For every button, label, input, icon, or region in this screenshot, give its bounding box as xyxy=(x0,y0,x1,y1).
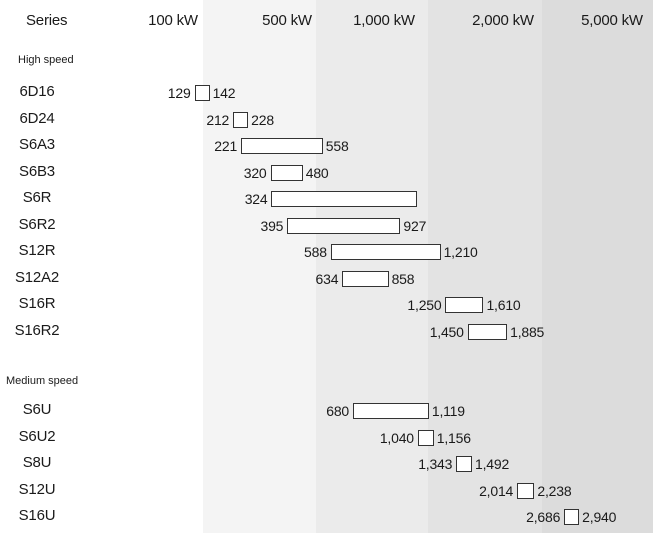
range-max-label: 558 xyxy=(325,138,349,154)
range-bar xyxy=(564,509,580,525)
range-min-label: 1,343 xyxy=(418,456,453,472)
range-max-label: 2,940 xyxy=(582,509,617,525)
group-label: Medium speed xyxy=(6,375,79,387)
series-name: S8U xyxy=(22,454,52,471)
range-min-label: 1,250 xyxy=(407,297,442,313)
range-min-label: 395 xyxy=(260,217,284,234)
range-max-label: 858 xyxy=(391,270,415,287)
scale-band xyxy=(428,0,542,533)
range-bar xyxy=(194,85,210,101)
range-bar xyxy=(270,164,303,181)
scale-band xyxy=(316,0,428,533)
range-min-label: 2,686 xyxy=(526,509,561,525)
range-max-label: 480 xyxy=(305,164,329,181)
range-bar xyxy=(330,244,441,260)
scale-band xyxy=(542,0,653,533)
range-min-label: 680 xyxy=(326,403,350,419)
scale-tick-label: 100 kW xyxy=(148,12,198,29)
series-name: S12A2 xyxy=(14,268,60,286)
range-bar xyxy=(456,456,473,472)
series-name: S6R2 xyxy=(18,215,56,233)
scale-tick-label: 2,000 kW xyxy=(472,12,534,29)
range-max-label: 1,492 xyxy=(475,456,510,472)
scale-tick-label: 5,000 kW xyxy=(581,12,643,29)
series-name: 6D24 xyxy=(19,109,55,127)
range-bar xyxy=(233,111,249,128)
series-name: S6A3 xyxy=(19,136,55,153)
range-max-label: 1,156 xyxy=(436,429,471,446)
scale-tick-label: 500 kW xyxy=(262,12,312,29)
series-name: 6D16 xyxy=(19,83,55,100)
series-name: S6U xyxy=(22,401,52,418)
series-name: S6B3 xyxy=(19,162,55,180)
scale-tick-label: 1,000 kW xyxy=(353,12,415,29)
range-bar xyxy=(517,482,535,499)
series-name: S16U xyxy=(18,507,56,524)
range-max-label: 1,610 xyxy=(486,297,521,313)
range-bar xyxy=(342,270,389,287)
range-min-label: 221 xyxy=(214,138,238,154)
range-bar xyxy=(445,297,484,313)
range-bar xyxy=(353,403,429,419)
range-bar xyxy=(241,138,323,154)
series-name: S12R xyxy=(18,242,56,259)
range-min-label: 2,014 xyxy=(479,482,514,499)
group-label: High speed xyxy=(18,54,74,66)
range-max-label: 1,885 xyxy=(510,323,545,340)
range-min-label: 324 xyxy=(244,191,268,207)
range-min-label: 634 xyxy=(315,270,339,287)
range-bar xyxy=(271,191,417,207)
series-name: S12U xyxy=(18,480,56,498)
range-max-label: 1,210 xyxy=(443,244,478,260)
series-name: S16R xyxy=(18,295,56,312)
range-bar xyxy=(417,429,434,446)
range-max-label: 1,119 xyxy=(431,403,465,419)
range-max-label: 2,238 xyxy=(537,482,572,499)
scale-band xyxy=(203,0,316,533)
series-column-header: Series xyxy=(26,12,68,29)
range-bar xyxy=(467,323,508,340)
scale-band xyxy=(88,0,203,533)
range-max-label: 228 xyxy=(251,111,274,128)
range-min-label: 1,040 xyxy=(379,429,414,446)
range-max-label: 927 xyxy=(403,217,427,234)
range-min-label: 588 xyxy=(304,244,327,260)
range-max-label: 142 xyxy=(212,85,236,101)
range-min-label: 129 xyxy=(167,85,191,101)
series-name: S6U2 xyxy=(18,427,56,445)
range-min-label: 1,450 xyxy=(429,323,464,340)
range-min-label: 320 xyxy=(243,164,267,181)
range-min-label: 212 xyxy=(206,111,230,128)
series-name: S6R xyxy=(22,189,52,206)
range-bar xyxy=(287,217,401,234)
series-name: S16R2 xyxy=(14,321,60,339)
